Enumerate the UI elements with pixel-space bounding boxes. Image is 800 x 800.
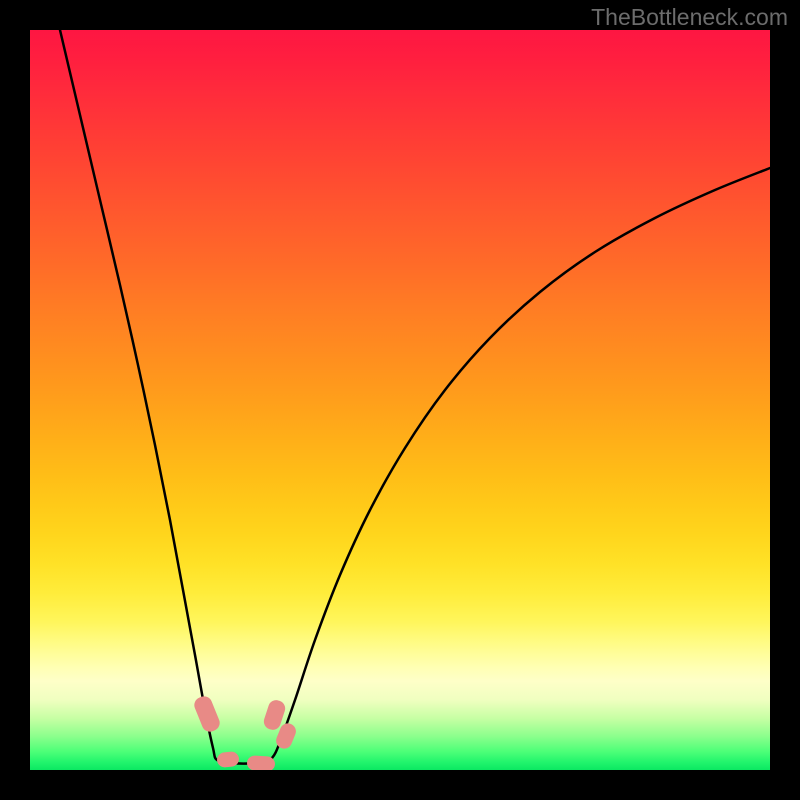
- chart-root: TheBottleneck.com: [0, 0, 800, 800]
- watermark-text: TheBottleneck.com: [591, 4, 788, 31]
- bottleneck-chart-svg: [0, 0, 800, 800]
- data-marker: [247, 755, 276, 772]
- chart-background-gradient: [30, 30, 770, 770]
